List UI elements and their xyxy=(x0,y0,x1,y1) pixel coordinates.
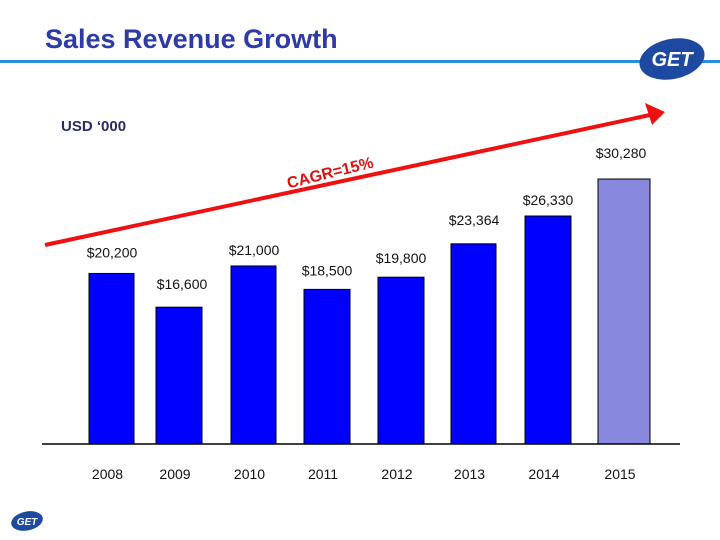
data-label-2014: $26,330 xyxy=(523,192,574,208)
bar-2015 xyxy=(597,178,651,445)
title-divider xyxy=(0,60,720,63)
bar-2012 xyxy=(377,276,425,445)
x-tick-2010: 2010 xyxy=(234,466,265,482)
trend-arrow-line xyxy=(44,113,651,247)
data-label-2010: $21,000 xyxy=(229,242,280,258)
bar-2013 xyxy=(450,243,497,445)
data-label-2012: $19,800 xyxy=(376,250,427,266)
svg-text:GET: GET xyxy=(17,517,38,528)
get-logo-icon: GET xyxy=(639,38,705,80)
x-tick-2015: 2015 xyxy=(604,466,635,482)
bar-2009 xyxy=(155,306,203,445)
bar-2014 xyxy=(524,215,572,445)
x-tick-2008: 2008 xyxy=(92,466,123,482)
data-label-2015: $30,280 xyxy=(596,145,647,161)
svg-text:GET: GET xyxy=(651,49,694,71)
bar-2010 xyxy=(230,265,277,445)
x-tick-2014: 2014 xyxy=(528,466,559,482)
bar-2008 xyxy=(88,272,135,445)
x-tick-2009: 2009 xyxy=(159,466,190,482)
data-label-2013: $23,364 xyxy=(449,212,500,228)
cagr-annotation: CAGR=15% xyxy=(285,155,375,193)
bar-2011 xyxy=(303,288,351,445)
data-label-2011: $18,500 xyxy=(302,262,353,278)
data-label-2008: $20,200 xyxy=(87,244,138,260)
data-label-2009: $16,600 xyxy=(157,276,208,292)
x-tick-2012: 2012 xyxy=(381,466,412,482)
x-tick-2011: 2011 xyxy=(308,466,338,482)
trend-arrow-head xyxy=(645,103,665,125)
get-footer-logo-icon: GET xyxy=(11,511,43,531)
x-tick-2013: 2013 xyxy=(454,466,485,482)
unit-label: USD ‘000 xyxy=(61,118,127,135)
page-title: Sales Revenue Growth xyxy=(45,24,338,54)
